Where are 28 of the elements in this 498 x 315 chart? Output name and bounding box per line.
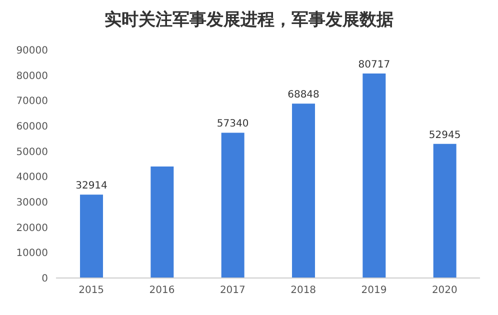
bar [433,144,456,278]
y-tick-label: 50000 [16,146,48,158]
y-tick-label: 70000 [16,96,48,108]
bar [150,166,174,278]
data-label: 68848 [288,90,320,101]
x-tick-label: 2016 [149,285,175,296]
chart-title: 实时关注军事发展进程，军事发展数据 [104,9,394,32]
data-label: 57340 [216,118,249,130]
bar [221,132,244,278]
y-tick-label: 20000 [16,222,48,234]
data-label: 32914 [76,180,108,192]
x-tick-label: 2018 [290,285,316,296]
data-label: 80717 [358,60,390,71]
y-tick-label: 80000 [16,70,48,82]
x-tick-label: 2020 [432,285,458,296]
x-tick-label: 2017 [220,285,246,296]
y-tick-label: 40000 [16,172,48,184]
y-tick-label: 30000 [16,198,48,209]
bar [362,74,386,278]
y-tick-label: 60000 [16,122,48,133]
y-tick-label: 10000 [16,248,48,260]
y-tick-label: 90000 [16,46,48,57]
data-label: 52945 [428,130,461,141]
bar [292,104,315,278]
x-tick-label: 2019 [361,285,387,296]
y-tick-label: 0 [42,274,48,285]
bar [80,194,103,278]
x-tick-label: 2015 [78,285,104,296]
